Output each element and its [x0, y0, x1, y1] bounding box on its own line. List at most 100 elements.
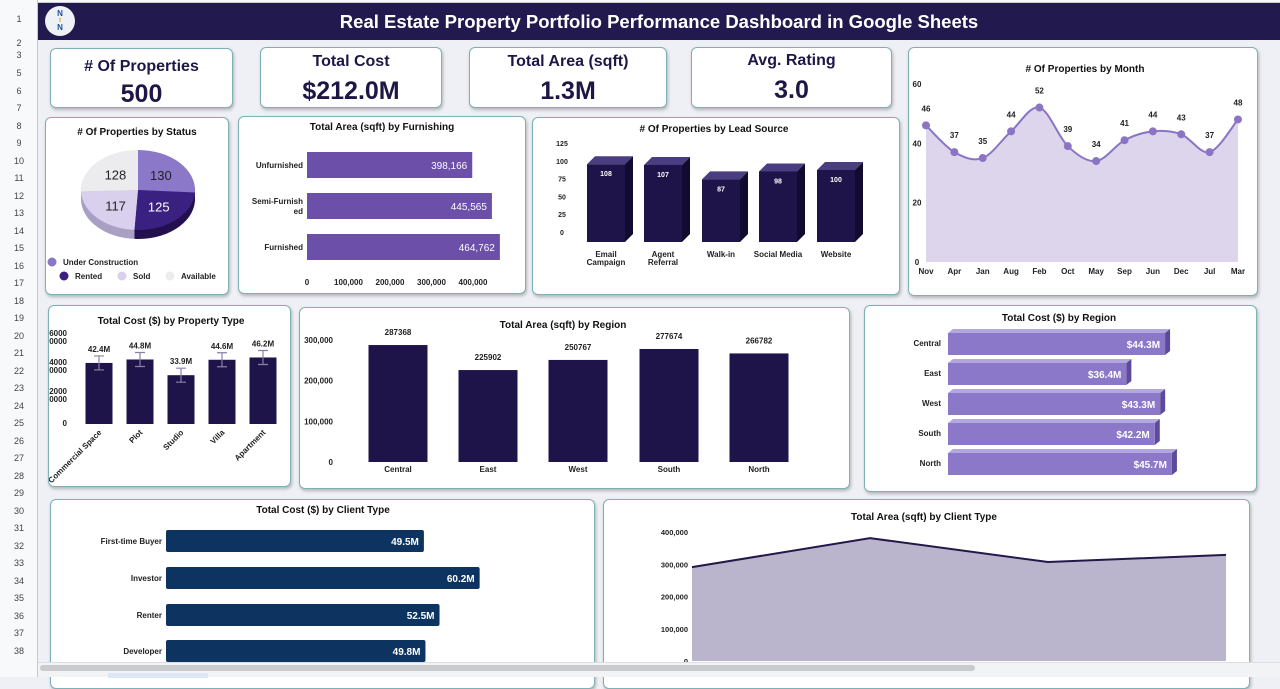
bar-value-label: 398,166: [431, 161, 468, 172]
y-tick-label: 75: [558, 177, 566, 184]
chart-title: # Of Properties by Status: [77, 127, 197, 138]
bar: [166, 530, 424, 552]
data-point: [1205, 148, 1214, 157]
data-point: [922, 121, 930, 130]
chart-properties-by-month[interactable]: # Of Properties by Month 60 40 20 0 46 Nov 37 Ap…: [908, 47, 1258, 296]
y-tick-label: 200,000: [661, 593, 688, 602]
bar-top: [948, 329, 1171, 333]
category-label: Central: [913, 339, 941, 348]
x-tick-label: Mar: [1231, 267, 1245, 276]
bar-side: [740, 171, 748, 242]
data-point: [1063, 142, 1072, 151]
bar-value-label: 464,762: [459, 243, 496, 254]
row-number: 36: [13, 610, 24, 621]
logo-letter: N: [57, 9, 63, 18]
chart-area-by-region[interactable]: Total Area (sqft) by Region 300,000 200,00…: [299, 307, 850, 489]
category-label: Unfurnished: [256, 161, 303, 170]
category-label: Walk-in: [707, 250, 735, 259]
bar-value-label: $36.4M: [1088, 370, 1121, 381]
category-label: Furnished: [264, 243, 303, 252]
category-label: Villa: [209, 428, 227, 446]
bar-side: [682, 156, 690, 242]
row-number: 20: [13, 330, 24, 341]
chart-cost-by-property-type[interactable]: Total Cost ($) by Property Type 6000 0000 4…: [48, 305, 291, 487]
category-label: Website: [821, 250, 852, 259]
row-number: 22: [13, 365, 24, 376]
kpi-total-cost: Total Cost $212.0M: [260, 47, 442, 108]
row-number: 28: [13, 470, 24, 481]
data-label: 37: [950, 131, 959, 140]
row-number: 23: [13, 383, 24, 393]
bar-value-label: $44.3M: [1127, 340, 1160, 351]
bar: [208, 359, 236, 424]
bar: [948, 393, 1161, 415]
x-tick-label: Jan: [976, 267, 990, 276]
data-point: [1148, 127, 1157, 136]
chart-canvas: # Of Properties by Month 60 40 20 0 46 Nov 37 Ap…: [913, 64, 1246, 276]
bar-value-label: 266782: [746, 336, 773, 345]
legend-label: Rented: [75, 272, 102, 281]
bar-value-label: 225902: [475, 353, 502, 362]
chart-properties-by-lead-source[interactable]: # Of Properties by Lead Source 125 100 75 50…: [532, 117, 900, 295]
dashboard-title: Real Estate Property Portfolio Performan…: [339, 10, 979, 32]
row-number-column: 1 2 3 5 6 7 8 9 10 11 12 13 14 15 16 17 18 19 20 21 22 23 24 25…: [0, 0, 38, 677]
error-bar: [135, 351, 145, 368]
category-label: Investor: [131, 574, 162, 583]
chart-area-by-furnishing[interactable]: Total Area (sqft) by Furnishing 398,166 Un…: [238, 116, 526, 294]
bar: [729, 353, 789, 462]
y-tick-label: 0: [329, 458, 334, 467]
data-label: 52: [1035, 87, 1044, 96]
chart-canvas: Total Area (sqft) by Furnishing 398,166 Un…: [252, 122, 500, 287]
y-tick-label: 25: [558, 212, 566, 219]
sheet-tab[interactable]: [108, 673, 208, 678]
kpi-label: Total Area (sqft): [507, 53, 629, 70]
horizontal-scrollbar-area: [38, 662, 1280, 678]
pie-slice-label: 125: [148, 200, 170, 215]
data-label: 44: [1148, 110, 1157, 119]
x-tick-label: Sep: [1117, 267, 1132, 276]
data-label: 46: [922, 104, 931, 113]
y-tick-label: 0: [915, 258, 920, 267]
row-number: 18: [13, 295, 24, 306]
row-number: 1: [16, 14, 22, 24]
kpi-label: Total Cost: [312, 53, 390, 70]
chart-properties-by-status[interactable]: # Of Properties by Status 130 125 117 128 Und…: [45, 117, 229, 295]
horizontal-scrollbar[interactable]: [40, 665, 975, 671]
chart-canvas: Total Cost ($) by Region $44.3M Central $36…: [913, 313, 1177, 475]
bar-value-label: 445,565: [451, 202, 488, 213]
legend-swatch: [165, 271, 175, 281]
bar-value-label: 44.8M: [129, 341, 152, 350]
category-label: South: [658, 465, 681, 474]
chart-cost-by-client-type[interactable]: Total Cost ($) by Client Type 49.5M First-…: [50, 499, 595, 689]
row-number: 11: [14, 173, 24, 183]
y-tick-label: 6000: [49, 329, 67, 338]
y-tick-label: 300,000: [304, 336, 333, 345]
pie-slice: [138, 150, 196, 193]
x-tick-label: Aug: [1003, 267, 1019, 276]
category-label: West: [922, 399, 941, 408]
data-point: [1007, 127, 1016, 136]
y-tick-label: 400,000: [661, 528, 688, 537]
data-point: [1120, 136, 1129, 145]
bar-value-label: 277674: [656, 332, 683, 341]
data-label: 37: [1205, 131, 1214, 140]
y-tick-label: 0000: [49, 395, 67, 404]
category-label: North: [920, 459, 941, 468]
y-tick-label: 0000: [49, 337, 67, 346]
chart-title: Total Cost ($) by Region: [1002, 313, 1116, 324]
kpi-value: 500: [120, 80, 163, 108]
legend-label: Sold: [133, 272, 150, 281]
x-tick-label: Jun: [1146, 267, 1160, 276]
x-tick-label: 400,000: [459, 278, 488, 287]
bar: [639, 348, 699, 462]
bar-value-label: 49.5M: [391, 537, 419, 548]
bar: [759, 171, 797, 242]
bar-top: [644, 156, 690, 165]
chart-area-by-client-type[interactable]: Total Area (sqft) by Client Type 400,000 3…: [603, 499, 1250, 689]
chart-cost-by-region[interactable]: Total Cost ($) by Region $44.3M Central $36…: [864, 305, 1257, 492]
row-number: 3: [16, 50, 22, 60]
x-tick-label: Nov: [918, 267, 934, 276]
category-label: East: [480, 465, 497, 474]
row-number: 10: [13, 155, 24, 166]
row-number: 7: [16, 103, 22, 113]
